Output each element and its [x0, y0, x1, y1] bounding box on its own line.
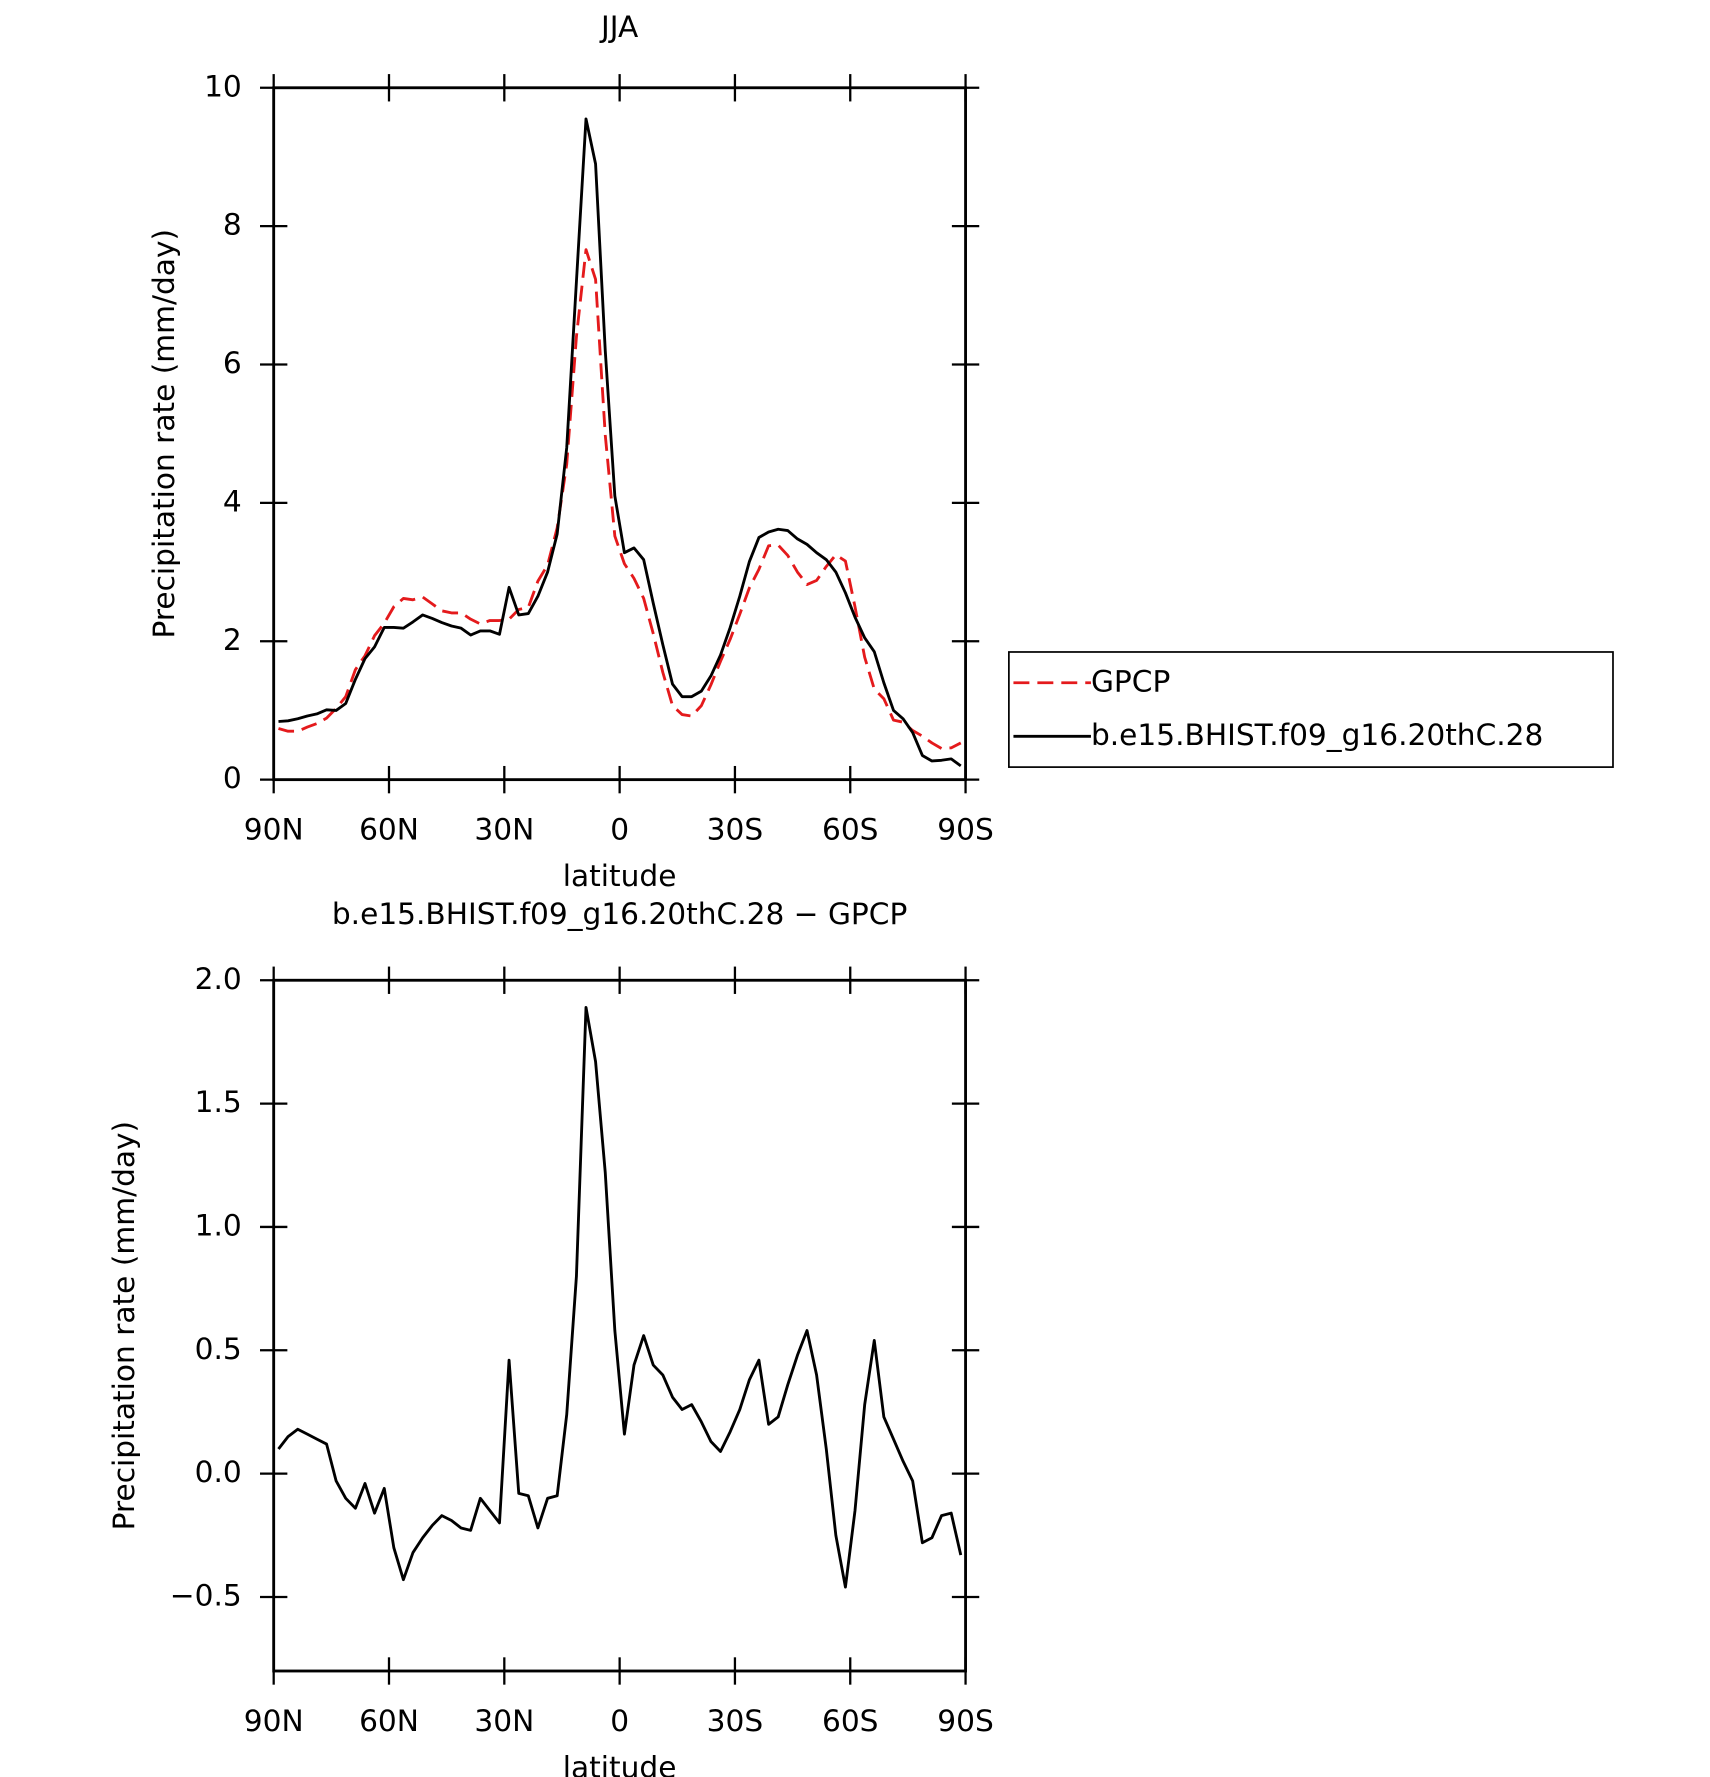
y-tick-label: 0.0	[195, 1454, 242, 1489]
x-tick-label: 30N	[474, 811, 534, 846]
chart-title: JJA	[599, 9, 639, 44]
y-tick-label: 0.5	[195, 1331, 242, 1366]
x-tick-label: 0	[610, 1703, 629, 1738]
x-tick-label: 60S	[822, 1703, 879, 1738]
x-axis-label: latitude	[563, 1750, 677, 1777]
y-tick-label: −0.5	[170, 1577, 242, 1612]
x-tick-label: 90N	[244, 1703, 304, 1738]
legend-label: GPCP	[1091, 663, 1170, 698]
legend-box	[1008, 651, 1614, 768]
y-tick-label: 8	[223, 207, 242, 242]
x-tick-label: 90S	[937, 1703, 994, 1738]
x-tick-label: 60N	[359, 1703, 419, 1738]
y-tick-label: 1.5	[195, 1084, 242, 1119]
y-tick-label: 6	[223, 345, 242, 380]
y-tick-label: 2.0	[195, 961, 242, 996]
y-tick-label: 0	[223, 760, 242, 795]
y-tick-label: 1.0	[195, 1207, 242, 1242]
x-tick-label: 0	[610, 811, 629, 846]
x-tick-label: 30S	[707, 1703, 764, 1738]
legend: GPCP b.e15.BHIST.f09_g16.20thC.28	[1008, 651, 1614, 768]
data-line	[278, 248, 962, 750]
x-tick-label: 60S	[822, 811, 879, 846]
x-tick-label: 30S	[707, 811, 764, 846]
x-axis-label: latitude	[563, 858, 677, 893]
plot-frame	[272, 86, 967, 782]
legend-label: b.e15.BHIST.f09_g16.20thC.28	[1091, 717, 1543, 752]
plot-frame	[272, 978, 967, 1673]
x-tick-label: 90N	[244, 811, 304, 846]
y-axis-label: Precipitation rate (mm/day)	[106, 1121, 141, 1531]
x-tick-label: 30N	[474, 1703, 534, 1738]
chart-title: b.e15.BHIST.f09_g16.20thC.28 − GPCP	[332, 896, 907, 931]
x-tick-label: 90S	[937, 811, 994, 846]
y-tick-label: 4	[223, 483, 242, 518]
x-tick-label: 60N	[359, 811, 419, 846]
y-tick-label: 2	[223, 622, 242, 657]
y-tick-label: 10	[204, 68, 242, 103]
y-axis-label: Precipitation rate (mm/day)	[146, 229, 181, 639]
data-line	[277, 1005, 963, 1589]
data-line	[278, 117, 962, 768]
